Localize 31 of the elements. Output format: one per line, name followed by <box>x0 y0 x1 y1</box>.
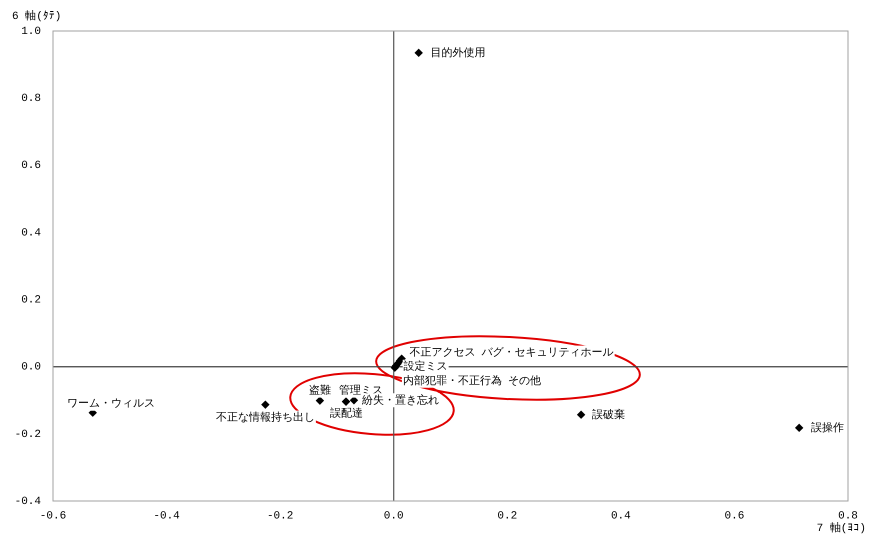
x-tick-label: 0.4 <box>610 510 632 523</box>
x-tick-label: 0.8 <box>838 510 858 523</box>
annotation: バグ・セキュリティホール <box>480 346 614 359</box>
x-axis-title: 7 軸(ﾖｺ) <box>816 520 866 535</box>
x-tick-label: 0.6 <box>724 510 744 523</box>
x-tick-label: 0.0 <box>384 510 404 523</box>
x-tick-label: -0.2 <box>266 510 294 523</box>
y-tick-label: -0.4 <box>14 496 42 508</box>
annotation: 不正アクセス <box>410 346 476 359</box>
y-tick-label: 0.2 <box>21 294 41 306</box>
annotation: 不正な情報持ち出し <box>216 410 315 424</box>
annotation: ワーム・ウィルス <box>66 398 155 410</box>
annotation: 誤操作 <box>811 420 844 434</box>
y-tick-label: -0.2 <box>14 428 41 441</box>
annotation: 誤配達 <box>330 406 364 420</box>
y-tick-label: 0.8 <box>21 93 41 106</box>
annotation: 誤破棄 <box>592 408 626 421</box>
x-tick-label: -0.6 <box>40 510 66 523</box>
annotation: 設定ミス <box>404 360 448 373</box>
y-tick-label: 0.0 <box>21 362 41 374</box>
annotation: その他 <box>508 374 541 387</box>
x-tick-label: -0.4 <box>153 510 180 523</box>
y-tick-label: 0.4 <box>21 227 42 240</box>
y-tick-label: 0.6 <box>21 160 41 172</box>
y-axis-title: 6 軸(ﾀﾃ) <box>12 8 62 23</box>
y-tick-label: 1.0 <box>21 26 41 38</box>
annotation: 目的外使用 <box>430 46 486 59</box>
annotation: 紛失・置き忘れ <box>360 393 439 406</box>
x-tick-label: 0.2 <box>497 510 518 523</box>
annotation: 盗難 <box>308 384 331 397</box>
annotation: 内部犯罪・不正行為 <box>402 374 502 387</box>
